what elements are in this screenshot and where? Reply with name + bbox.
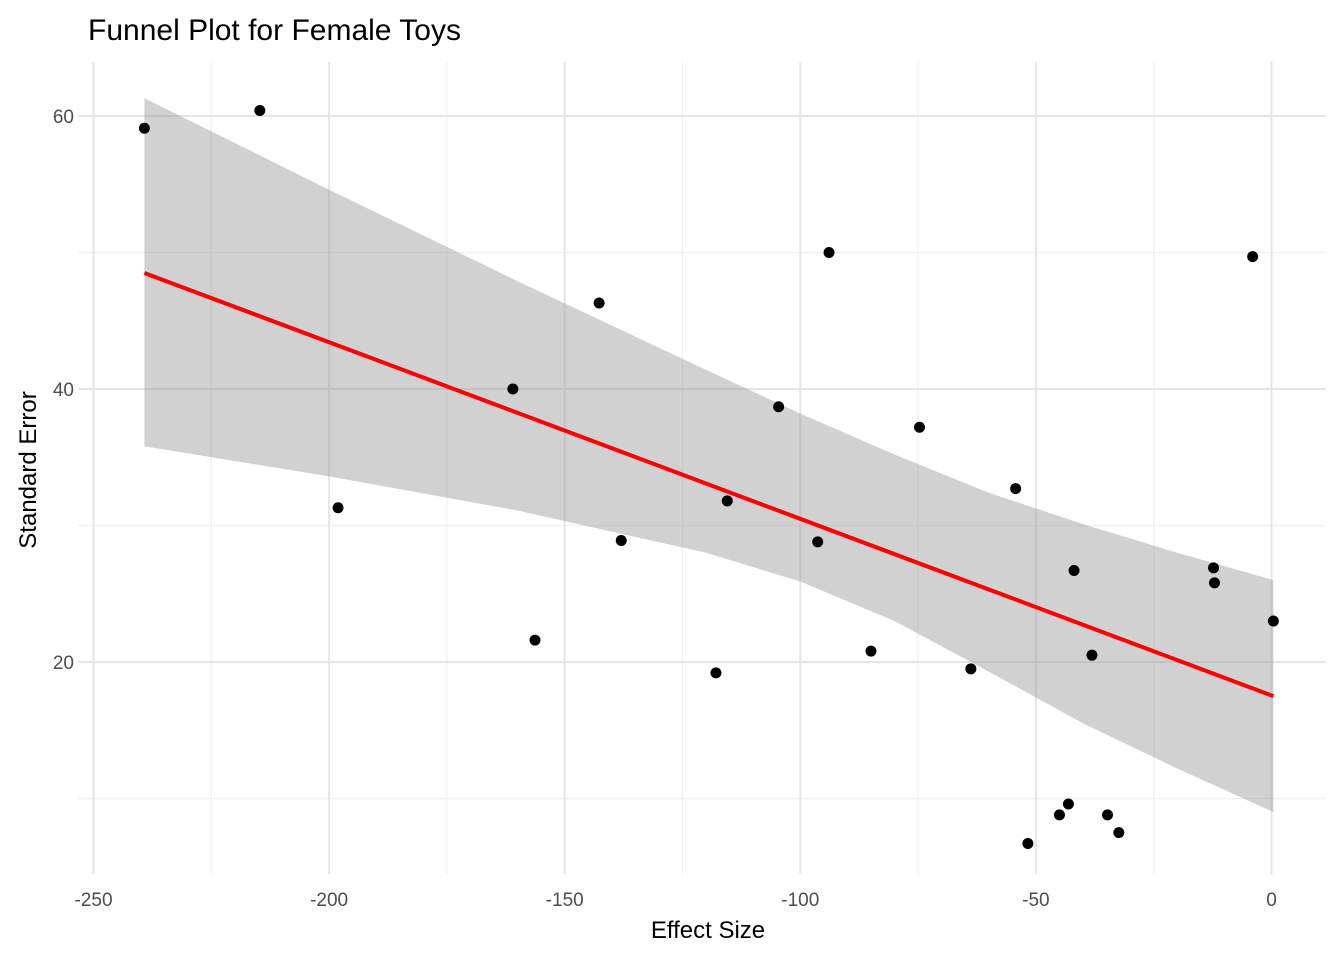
data-point (1086, 649, 1098, 661)
regression-fit-line (143, 271, 1275, 698)
data-point (615, 535, 627, 547)
x-tick-label: -250 (74, 890, 112, 911)
data-point (1208, 577, 1220, 589)
confidence-band (144, 98, 1274, 813)
data-point (1010, 483, 1022, 495)
x-tick-label: 0 (1266, 890, 1277, 911)
x-axis-label: Effect Size (651, 917, 765, 944)
data-point (1068, 565, 1080, 577)
data-point (254, 105, 266, 117)
data-point (865, 645, 877, 657)
data-point (1053, 809, 1065, 821)
data-point (812, 536, 824, 548)
data-point (1208, 562, 1220, 574)
y-axis-ticks: 20 40 60 (53, 107, 74, 674)
y-tick-label: 20 (53, 653, 74, 674)
grid-lines (78, 62, 1326, 874)
confidence-band-layer (144, 98, 1274, 813)
data-point (593, 297, 605, 309)
data-point (823, 247, 835, 258)
data-point (1022, 838, 1034, 850)
data-point (773, 401, 785, 413)
data-point (529, 634, 541, 646)
data-point (332, 502, 344, 514)
x-tick-label: -100 (781, 890, 819, 911)
data-point (914, 421, 926, 433)
data-point (1267, 615, 1279, 627)
data-point (1102, 809, 1114, 821)
x-tick-label: -50 (1022, 890, 1049, 911)
y-axis-label: Standard Error (15, 391, 42, 548)
x-tick-label: -150 (546, 890, 584, 911)
data-point (1062, 798, 1074, 810)
data-point (721, 495, 733, 507)
chart-title: Funnel Plot for Female Toys (88, 14, 461, 47)
y-tick-label: 40 (53, 380, 74, 401)
x-tick-label: -200 (310, 890, 348, 911)
data-point (1113, 827, 1125, 839)
x-axis-ticks: -250 -200 -150 -100 -50 0 (74, 890, 1276, 911)
data-point (1247, 251, 1259, 263)
data-point (507, 383, 519, 395)
data-points (138, 105, 1279, 850)
data-point (965, 663, 977, 675)
y-tick-label: 60 (53, 107, 74, 128)
data-point (138, 122, 150, 134)
data-point (710, 667, 722, 679)
fit-line-layer (143, 271, 1275, 698)
